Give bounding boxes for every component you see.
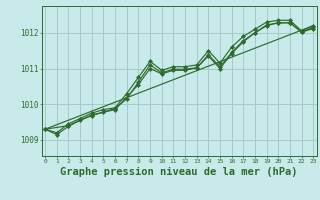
X-axis label: Graphe pression niveau de la mer (hPa): Graphe pression niveau de la mer (hPa) [60,167,298,177]
